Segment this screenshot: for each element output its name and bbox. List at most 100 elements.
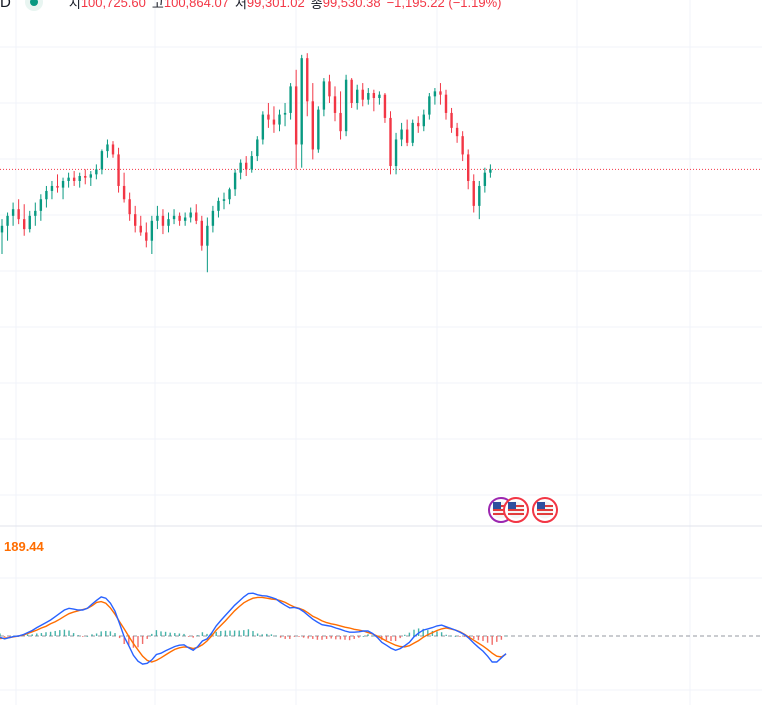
candle-body [106, 144, 109, 152]
histogram-bar [436, 631, 438, 636]
histogram-bar [151, 633, 153, 636]
histogram-bar [86, 636, 89, 637]
candle-body [6, 215, 9, 226]
histogram-bar [491, 636, 493, 645]
histogram-bar [261, 634, 263, 636]
histogram-bar [215, 631, 217, 636]
histogram-bar [367, 634, 369, 636]
candle-body [161, 215, 165, 226]
change-value: −1,195.22 (−1.19%) [386, 0, 502, 10]
candle-body [89, 174, 92, 178]
candle-body [433, 91, 437, 97]
histogram-bar [155, 630, 158, 636]
histogram-bar [63, 629, 66, 636]
candle-body [84, 176, 87, 178]
histogram-bar [454, 636, 457, 637]
candle-body [206, 225, 209, 246]
candle-body [339, 112, 342, 132]
candle-body [122, 185, 126, 200]
histogram-bar [220, 630, 222, 636]
candle-body [356, 89, 359, 103]
candle-body [211, 210, 215, 226]
open-value: 100,725.60 [80, 0, 146, 10]
histogram-bar [132, 636, 135, 648]
histogram-bar [206, 633, 208, 636]
histogram-bar [160, 631, 162, 636]
histogram-bar [417, 628, 420, 636]
candle-body [306, 58, 309, 102]
histogram-bar [0, 633, 1, 636]
histogram-bar [325, 636, 328, 639]
candle-body [367, 93, 370, 100]
histogram-bar [45, 632, 47, 636]
candle-body [28, 215, 31, 230]
histogram-bar [500, 636, 503, 640]
candle-body [150, 220, 154, 241]
candle-body [311, 101, 314, 150]
histogram-bar [312, 636, 314, 639]
histogram-bar [49, 631, 52, 636]
histogram-bar [8, 636, 10, 637]
candle-body [139, 225, 142, 233]
histogram-bar [91, 634, 93, 636]
open-label: 시 [68, 0, 81, 11]
histogram-bar [26, 634, 29, 636]
market-status-icon[interactable] [24, 0, 43, 11]
candle-body [467, 154, 470, 181]
candle-body [128, 199, 131, 215]
histogram-bar [482, 636, 484, 642]
candle-body [322, 81, 326, 110]
candle-body [117, 154, 120, 186]
histogram-bar [440, 632, 443, 636]
histogram-bar [95, 633, 98, 636]
us-flag-icon[interactable] [532, 497, 558, 523]
histogram-bar [164, 631, 167, 636]
histogram-bar [100, 631, 102, 636]
histogram-bar [192, 636, 194, 638]
histogram-bar [183, 633, 185, 636]
candle-body [178, 215, 181, 221]
histogram-bar [404, 634, 406, 636]
histogram-bar [137, 636, 139, 648]
candle-body [317, 109, 320, 150]
macd-line [0, 592, 507, 665]
histogram-bar [505, 635, 507, 637]
candle-body [95, 169, 98, 175]
candle-body [111, 144, 115, 155]
flag-stripe [537, 513, 553, 515]
histogram-bar [344, 636, 346, 640]
histogram-bar [463, 636, 466, 637]
candle-body [411, 122, 414, 143]
histogram-bar [335, 636, 337, 640]
ohlc-legend: D 시 100,725.60 고 100,864.07 저 99,301.02 … [0, 0, 501, 13]
candle-body [50, 185, 54, 191]
histogram-bar [339, 636, 342, 640]
candle-body [233, 172, 237, 190]
histogram-bar [174, 633, 176, 636]
histogram-bar [459, 636, 461, 637]
histogram-bar [293, 636, 296, 637]
histogram-bar [289, 636, 291, 639]
histogram-bar [233, 630, 236, 636]
histogram-bar [358, 636, 360, 638]
economic-events[interactable] [488, 497, 558, 523]
candle-body [34, 210, 37, 216]
candle-body [56, 185, 59, 188]
candle-body [422, 114, 425, 127]
symbol-fragment[interactable]: D [0, 0, 11, 11]
candle-body [455, 127, 459, 137]
candle-body [450, 112, 453, 128]
us-flag-icon[interactable] [503, 497, 529, 523]
candle-body [428, 96, 431, 115]
candle-body [333, 96, 337, 113]
candle-body [272, 119, 276, 125]
candle-body [378, 94, 381, 98]
histogram-bar [187, 636, 190, 637]
histogram-bar [146, 636, 148, 639]
histogram-bar [473, 636, 475, 639]
flag-canton [493, 502, 501, 509]
candle-body [0, 225, 4, 233]
histogram-bar [445, 634, 447, 636]
